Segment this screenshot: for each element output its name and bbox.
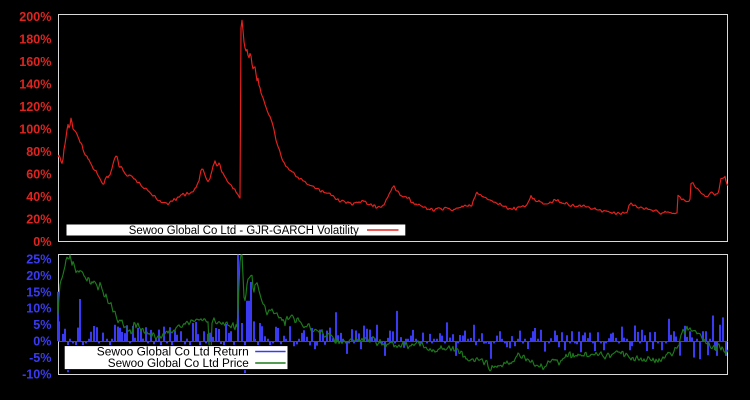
svg-text:60%: 60%	[26, 167, 51, 181]
svg-text:15%: 15%	[26, 285, 51, 299]
svg-text:100%: 100%	[19, 122, 51, 136]
svg-text:Sewoo Global Co Ltd Price: Sewoo Global Co Ltd Price	[108, 356, 249, 370]
svg-text:120%: 120%	[19, 100, 51, 114]
svg-text:25%: 25%	[26, 252, 51, 266]
svg-text:160%: 160%	[19, 55, 51, 69]
svg-text:-5%: -5%	[29, 351, 51, 365]
svg-text:0%: 0%	[33, 235, 51, 249]
svg-text:180%: 180%	[19, 32, 51, 46]
svg-text:10%: 10%	[26, 302, 51, 316]
svg-text:0%: 0%	[33, 335, 51, 349]
svg-text:200%: 200%	[19, 10, 51, 24]
svg-text:20%: 20%	[26, 212, 51, 226]
svg-text:140%: 140%	[19, 77, 51, 91]
svg-text:80%: 80%	[26, 145, 51, 159]
svg-text:40%: 40%	[26, 190, 51, 204]
svg-text:Sewoo Global Co Ltd Return: Sewoo Global Co Ltd Return	[97, 344, 249, 358]
svg-text:20%: 20%	[26, 269, 51, 283]
svg-text:Sewoo Global Co Ltd - GJR-GARC: Sewoo Global Co Ltd - GJR-GARCH Volatili…	[129, 223, 360, 237]
svg-text:-10%: -10%	[22, 367, 51, 381]
svg-text:5%: 5%	[33, 318, 51, 332]
